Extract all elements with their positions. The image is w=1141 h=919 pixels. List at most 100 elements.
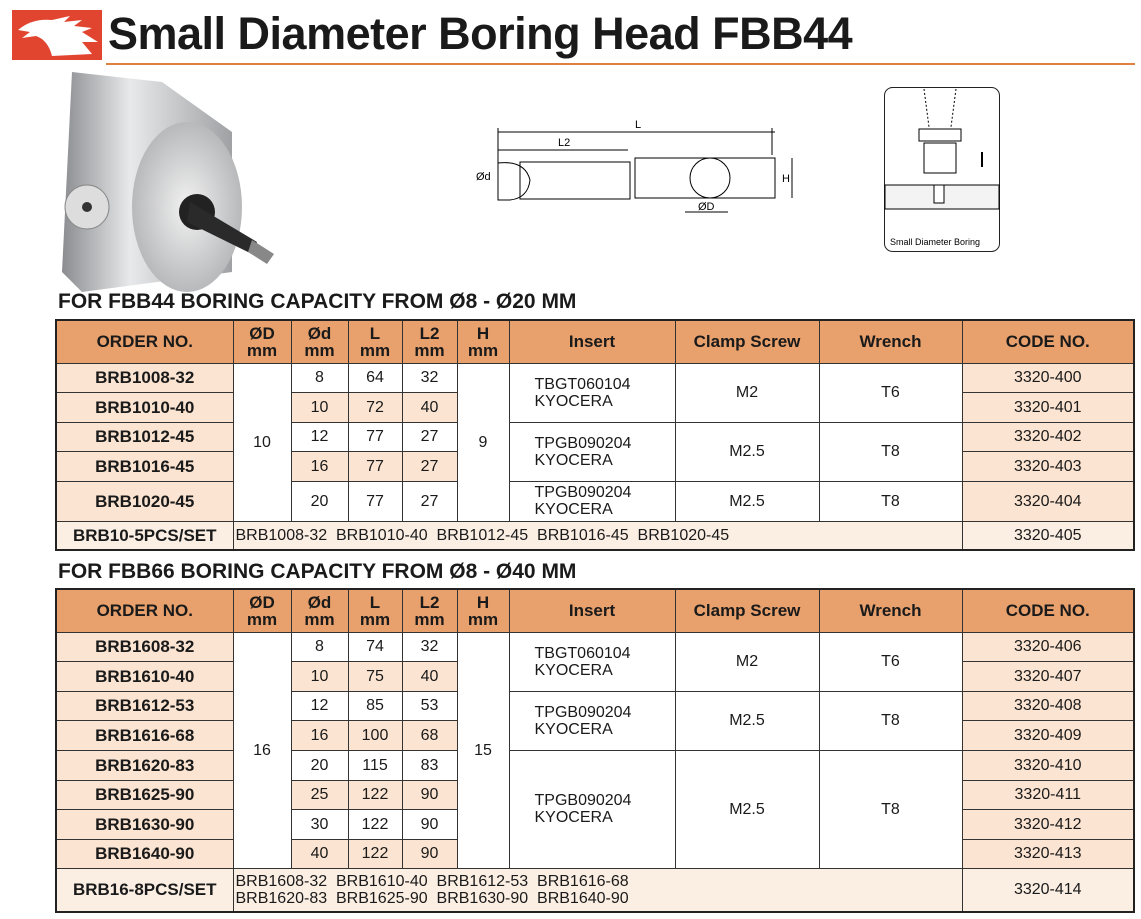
order-no: BRB1620-83 — [55, 749, 234, 781]
col-H-label: H — [476, 592, 490, 612]
reach-length: 90 — [401, 779, 458, 810]
set-row: BRB10-5PCS/SET BRB1008-32 BRB1010-40 BRB1… — [55, 520, 1135, 551]
col-d: Ød mm — [290, 588, 349, 633]
reach-length: 68 — [401, 719, 458, 751]
order-no: BRB1608-32 — [55, 631, 234, 662]
table-row: BRB1610-40 10 75 40 3320-407 — [55, 660, 1135, 692]
code-no: 3320-409 — [961, 719, 1135, 751]
mini-caption: Small Diameter Boring — [890, 237, 980, 247]
code-no: 3320-401 — [961, 391, 1135, 423]
set-contents-line1: BRB1608-32 BRB1610-40 BRB1612-53 BRB1616… — [235, 872, 629, 890]
table-row: BRB1616-68 16 100 68 3320-409 — [55, 719, 1135, 751]
reach-length: 40 — [401, 660, 458, 692]
overall-length: 74 — [347, 631, 403, 662]
min-bore-diameter: 20 — [290, 749, 349, 781]
shank-diameter: 16 — [232, 631, 292, 869]
col-code-no: CODE NO. — [961, 319, 1135, 364]
col-d-unit: mm — [304, 609, 335, 629]
overall-length: 72 — [347, 391, 403, 423]
overall-length: 100 — [347, 719, 403, 751]
min-bore-diameter: 10 — [290, 391, 349, 423]
order-no: BRB1625-90 — [55, 779, 234, 810]
table-row: BRB1016-45 16 77 27 3320-403 — [55, 450, 1135, 482]
table-row: BRB1625-90 25 122 90 3320-411 — [55, 779, 1135, 810]
overall-length: 77 — [347, 480, 403, 522]
min-bore-diameter: 30 — [290, 808, 349, 840]
col-L-label: L — [369, 323, 381, 343]
order-no: BRB1008-32 — [55, 362, 234, 393]
set-row: BRB16-8PCS/SET BRB1608-32 BRB1610-40 BRB1… — [55, 867, 1135, 913]
min-bore-diameter: 8 — [290, 362, 349, 393]
code-no: 3320-402 — [961, 421, 1135, 452]
col-d-label: Ød — [307, 323, 332, 343]
col-wrench: Wrench — [818, 319, 963, 364]
col-D-label: ØD — [249, 323, 275, 343]
table-row: BRB1608-32 16 8 74 32 15 TBGT060104 KYOCERA M2 T6… — [55, 631, 1135, 869]
reach-length: 32 — [401, 631, 458, 662]
table-row: BRB1612-53 12 85 53 TPGB090204 KYOCERA M2.5 T8 3… — [55, 690, 1135, 751]
table1-heading: FOR FBB44 BORING CAPACITY FROM Ø8 - Ø20 … — [58, 290, 577, 313]
col-clamp-screw: Clamp Screw — [674, 588, 820, 633]
col-D-unit: mm — [246, 609, 278, 629]
small-diameter-boring-illustration: Small Diameter Boring — [884, 87, 1000, 252]
col-L2: L2 mm — [401, 588, 458, 633]
wrench: T8 — [818, 480, 963, 522]
reach-length: 40 — [401, 391, 458, 423]
min-bore-diameter: 12 — [290, 421, 349, 452]
col-H-label: H — [476, 323, 490, 343]
overall-length: 64 — [347, 362, 403, 393]
reach-length: 90 — [401, 808, 458, 840]
shank-diameter: 10 — [232, 362, 292, 522]
code-no: 3320-410 — [961, 749, 1135, 781]
wrench: T8 — [818, 421, 963, 482]
clamp-screw: M2 — [674, 631, 820, 692]
col-wrench: Wrench — [818, 588, 963, 633]
col-H-unit: mm — [467, 609, 499, 629]
clamp-screw: M2.5 — [674, 690, 820, 751]
col-insert: Insert — [508, 319, 676, 364]
dim-D: ØD — [698, 201, 715, 213]
code-no: 3320-411 — [961, 779, 1135, 810]
col-d-unit: mm — [304, 340, 335, 360]
code-no: 3320-413 — [961, 838, 1135, 869]
order-no: BRB1020-45 — [55, 480, 234, 522]
table-row: BRB1630-90 30 122 90 3320-412 — [55, 808, 1135, 840]
code-no: 3320-400 — [961, 362, 1135, 393]
order-no: BRB1630-90 — [55, 808, 234, 840]
code-no: 3320-406 — [961, 631, 1135, 662]
reach-length: 27 — [401, 480, 458, 522]
min-bore-diameter: 8 — [290, 631, 349, 662]
table-row: BRB1020-45 20 77 27 TPGB090204 KYOCERA M2.5 T8 3… — [55, 480, 1135, 522]
col-L2-label: L2 — [419, 592, 440, 612]
clamp-screw: M2 — [674, 362, 820, 423]
code-no: 3320-408 — [961, 690, 1135, 721]
clamp-screw: M2.5 — [674, 480, 820, 522]
set-contents-cell: BRB1608-32 BRB1610-40 BRB1612-53 BRB1616… — [232, 867, 963, 913]
min-bore-diameter: 12 — [290, 690, 349, 721]
overall-length: 77 — [347, 450, 403, 482]
order-no: BRB1610-40 — [55, 660, 234, 692]
col-L2-unit: mm — [414, 609, 445, 629]
min-bore-diameter: 20 — [290, 480, 349, 522]
insert-code: TBGT060104 — [534, 375, 631, 393]
col-order-no: ORDER NO. — [55, 319, 234, 364]
order-no: BRB1612-53 — [55, 690, 234, 721]
code-no: 3320-407 — [961, 660, 1135, 692]
insert-brand: KYOCERA — [534, 501, 613, 518]
col-code-no: CODE NO. — [961, 588, 1135, 633]
min-bore-diameter: 16 — [290, 450, 349, 482]
col-L-unit: mm — [359, 340, 391, 360]
col-L-unit: mm — [359, 609, 391, 629]
col-D: ØD mm — [232, 588, 292, 633]
set-code-no: 3320-414 — [961, 867, 1135, 913]
reach-length: 32 — [401, 362, 458, 393]
col-d-label: Ød — [307, 592, 332, 612]
dim-d: Ød — [476, 171, 491, 183]
overall-length: 122 — [347, 838, 403, 869]
reach-length: 90 — [401, 838, 458, 869]
dim-H: H — [782, 173, 790, 185]
